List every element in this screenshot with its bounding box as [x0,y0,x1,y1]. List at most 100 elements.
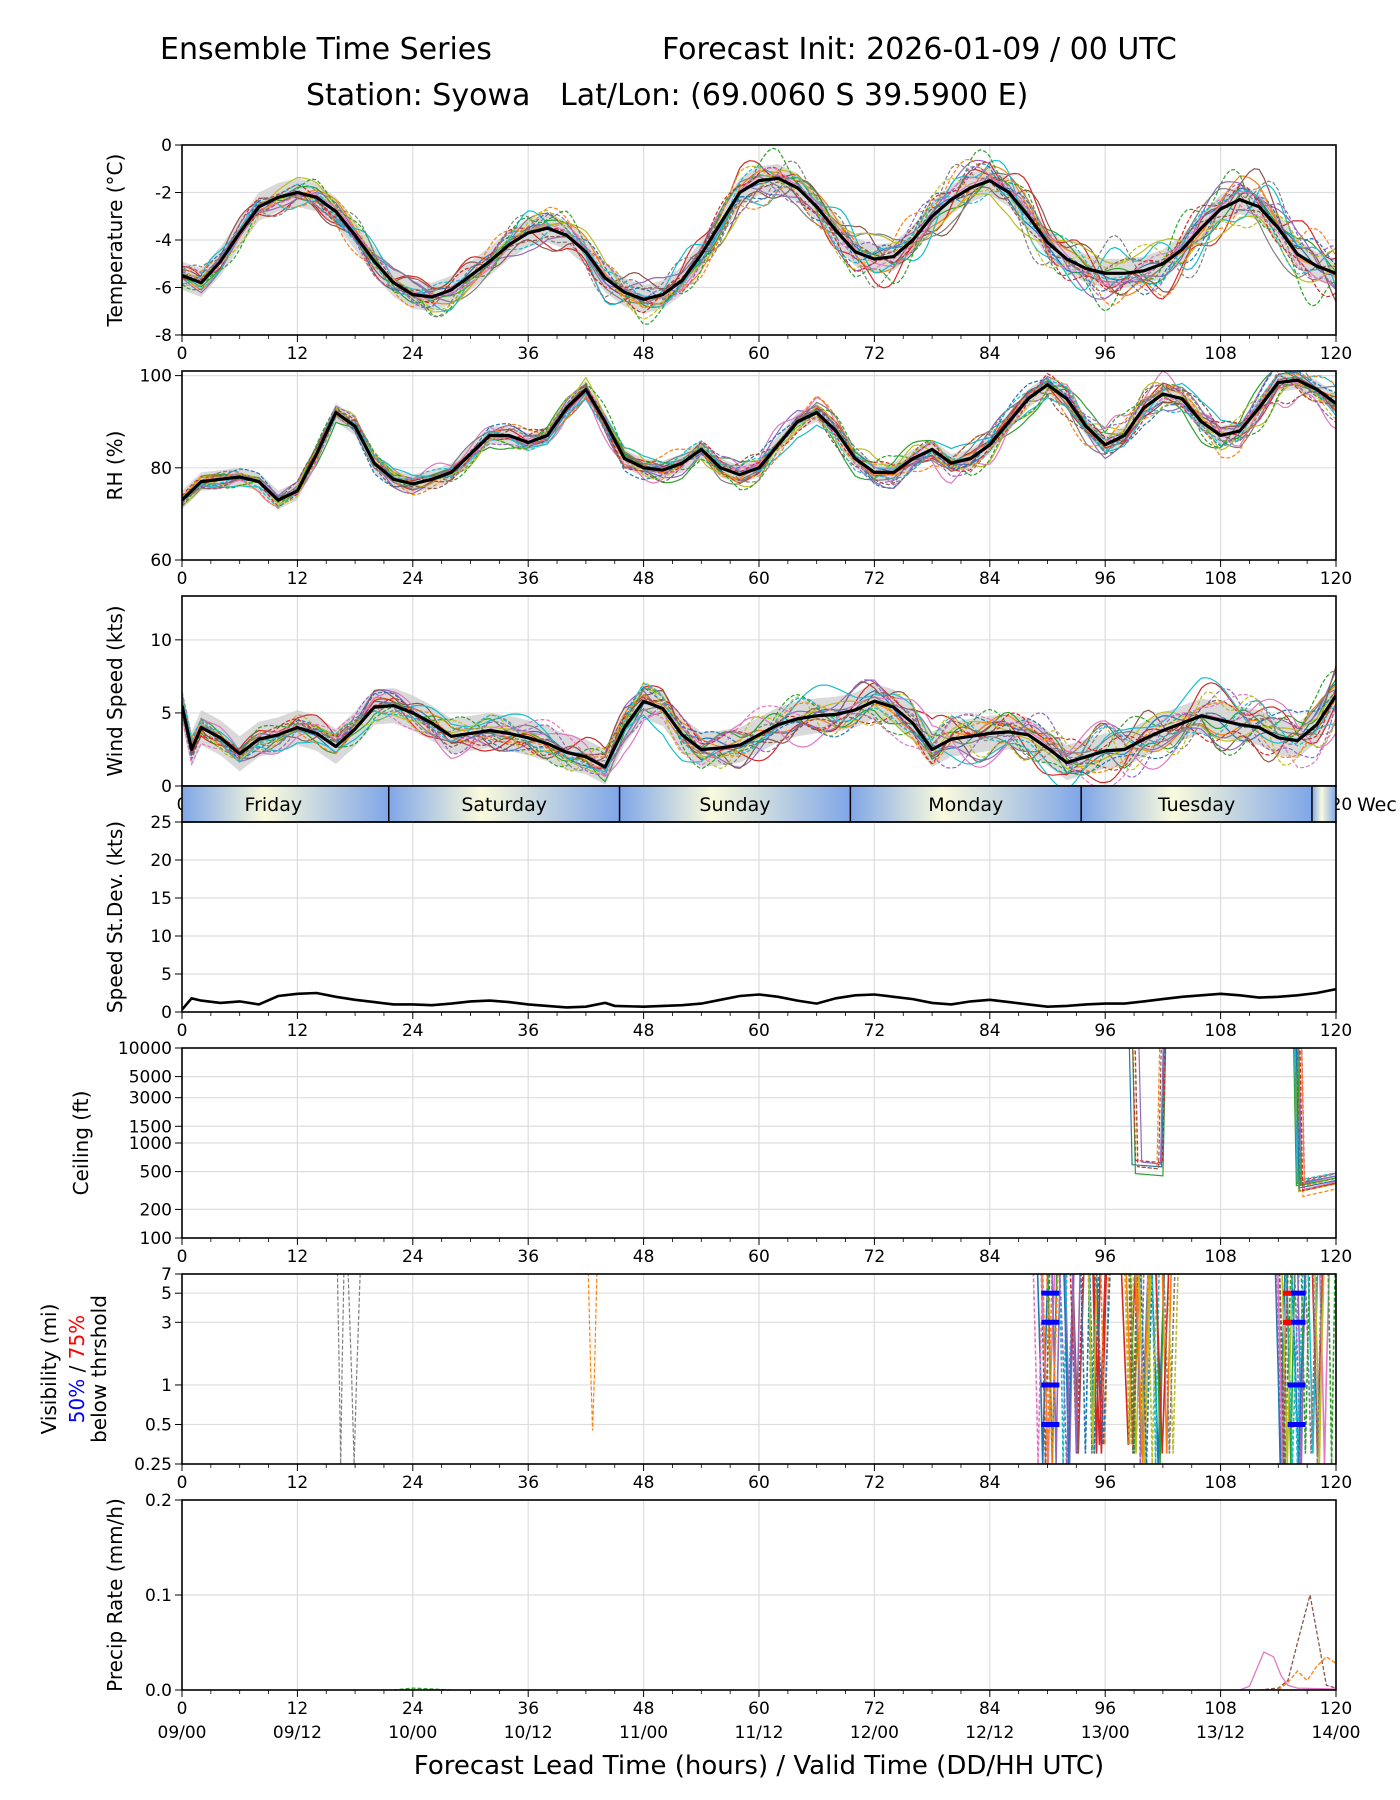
precip-xtick-label: 48 [633,1699,655,1719]
visibility-member-line [1051,1274,1061,1464]
visibility-member-line [1278,1274,1289,1464]
sd-xtick-label: 72 [864,1021,886,1041]
visibility-member-line [1307,1274,1319,1454]
visibility-member-line [1095,1274,1111,1445]
x-axis-title: Forecast Lead Time (hours) / Valid Time … [414,1751,1104,1781]
visibility-axes: 0 12 24 36 48 60 72 84 96 108 120 0.25 0.5 1 3 57 [134,1265,1352,1493]
precip-xtick-label: 12 [287,1699,309,1719]
temperature-plot-area [182,147,1336,325]
precip-grid [181,1499,1337,1691]
day-label: Sunday [699,794,770,816]
day-segment [182,786,389,822]
ceiling-member-line [1301,1048,1336,1183]
temperature-ylabel: Temperature (°C) [103,154,127,328]
temperature-xtick-label: 60 [748,344,770,364]
valid-time-label: 11/12 [735,1723,784,1743]
visibility-member-line [1167,1274,1179,1454]
rh-xtick-label: 108 [1204,569,1236,589]
temperature-xtick-label: 84 [979,344,1001,364]
ceiling-member-line [1301,1048,1336,1187]
ceiling-member-line [1128,1048,1165,1168]
temperature-xtick-label: 36 [517,344,539,364]
precip-ylabel: Precip Rate (mm/h) [103,1498,127,1692]
ceiling-member-line [1138,1048,1164,1165]
ceiling-member-line [1134,1048,1162,1170]
sd-ylabel: Speed St.Dev. (kts) [103,821,127,1013]
forecast-init-title: Forecast Init: 2026-01-09 / 00 UTC [662,32,1177,67]
ceiling-xtick-label: 24 [402,1247,424,1267]
ceiling-ytick-label: 200 [140,1200,172,1220]
wind-spread-band [182,677,1336,785]
precip-ytick-label: 0.0 [145,1681,172,1701]
sd-xtick-label: 60 [748,1021,770,1041]
rh-xtick-label: 84 [979,569,1001,589]
precip-member-orange [1277,1655,1336,1690]
ceiling-xtick-label: 12 [287,1247,309,1267]
valid-time-label: 13/00 [1081,1723,1130,1743]
pct75-label: 75% [65,1315,89,1359]
precip-xtick-label: 84 [979,1699,1001,1719]
rh-member-line [182,372,1336,510]
ceiling-ytick-label: 500 [140,1163,172,1183]
ceiling-ytick-label: 10000 [118,1039,172,1059]
rh-member-line [182,374,1336,508]
precip-ytick-label: 0.1 [145,1586,172,1606]
sd-axes: 0 12 24 36 48 60 72 84 96 108 120 0 5 10 15 20 25 [150,813,1352,1041]
sd-xtick-label: 12 [287,1021,309,1041]
precip-xtick-label: 0 [177,1699,188,1719]
sd-frame [181,821,1337,1013]
visibility-member-line [1290,1274,1304,1464]
ceiling-ytick-label: 1000 [129,1134,172,1154]
wind-member-line [182,678,1336,783]
ceiling-member-line [1299,1048,1336,1192]
precip-xtick-label: 36 [517,1699,539,1719]
precip-xtick-label: 108 [1204,1699,1236,1719]
visibility-member-line [1040,1274,1051,1464]
ceiling-plot-area [1128,1048,1336,1198]
sd-ytick-label: 20 [150,851,172,871]
chart-title-left: Ensemble Time Series [160,32,492,67]
ceiling-member-line [1298,1048,1336,1185]
temperature-xtick-label: 120 [1320,344,1352,364]
day-segment [388,786,620,822]
sd-grid [181,821,1337,1013]
sd-plot-area [182,987,1336,1011]
visibility-xtick-label: 84 [979,1473,1001,1493]
rh-member-line [182,371,1336,508]
ceiling-member-line [1297,1048,1336,1187]
temperature-ytick-label: -4 [155,231,172,251]
temperature-ytick-label: 0 [161,136,172,156]
ceiling-member-line [1132,1048,1166,1164]
visibility-xtick-label: 96 [1094,1473,1116,1493]
ceiling-xtick-label: 84 [979,1247,1001,1267]
precip-frame [181,1499,1337,1691]
visibility-ytick-label: 5 [161,1284,172,1304]
day-segment [619,786,851,822]
visibility-member-line [1088,1274,1100,1454]
slash-label: / [65,1359,89,1378]
wind-ytick-label: 5 [161,704,172,724]
valid-time-label: 09/00 [158,1723,207,1743]
visibility-xtick-label: 36 [517,1473,539,1493]
rh-xtick-label: 0 [177,569,188,589]
temperature-member-line [182,165,1336,309]
wind-member-line [182,682,1336,784]
wind-member-line [182,682,1336,775]
day-segment [850,786,1082,822]
ceiling-xtick-label: 60 [748,1247,770,1267]
rh-frame [181,370,1337,561]
visibility-member-line [336,1274,345,1464]
rh-member-line [182,371,1336,501]
visibility-member-line [1293,1274,1307,1464]
rh-xtick-label: 24 [402,569,424,589]
ceiling-axes: 0 12 24 36 48 60 72 84 96 108 120 100 200 500 10001500… [118,1039,1352,1267]
visibility-member-line [1314,1274,1325,1464]
sd-xtick-label: 0 [177,1021,188,1041]
visibility-xtick-label: 48 [633,1473,655,1493]
wind-member-line [182,690,1336,778]
temperature-xtick-label: 0 [177,344,188,364]
precip-xtick-label: 60 [748,1699,770,1719]
temperature-member-line [182,162,1336,308]
temperature-xtick-label: 72 [864,344,886,364]
